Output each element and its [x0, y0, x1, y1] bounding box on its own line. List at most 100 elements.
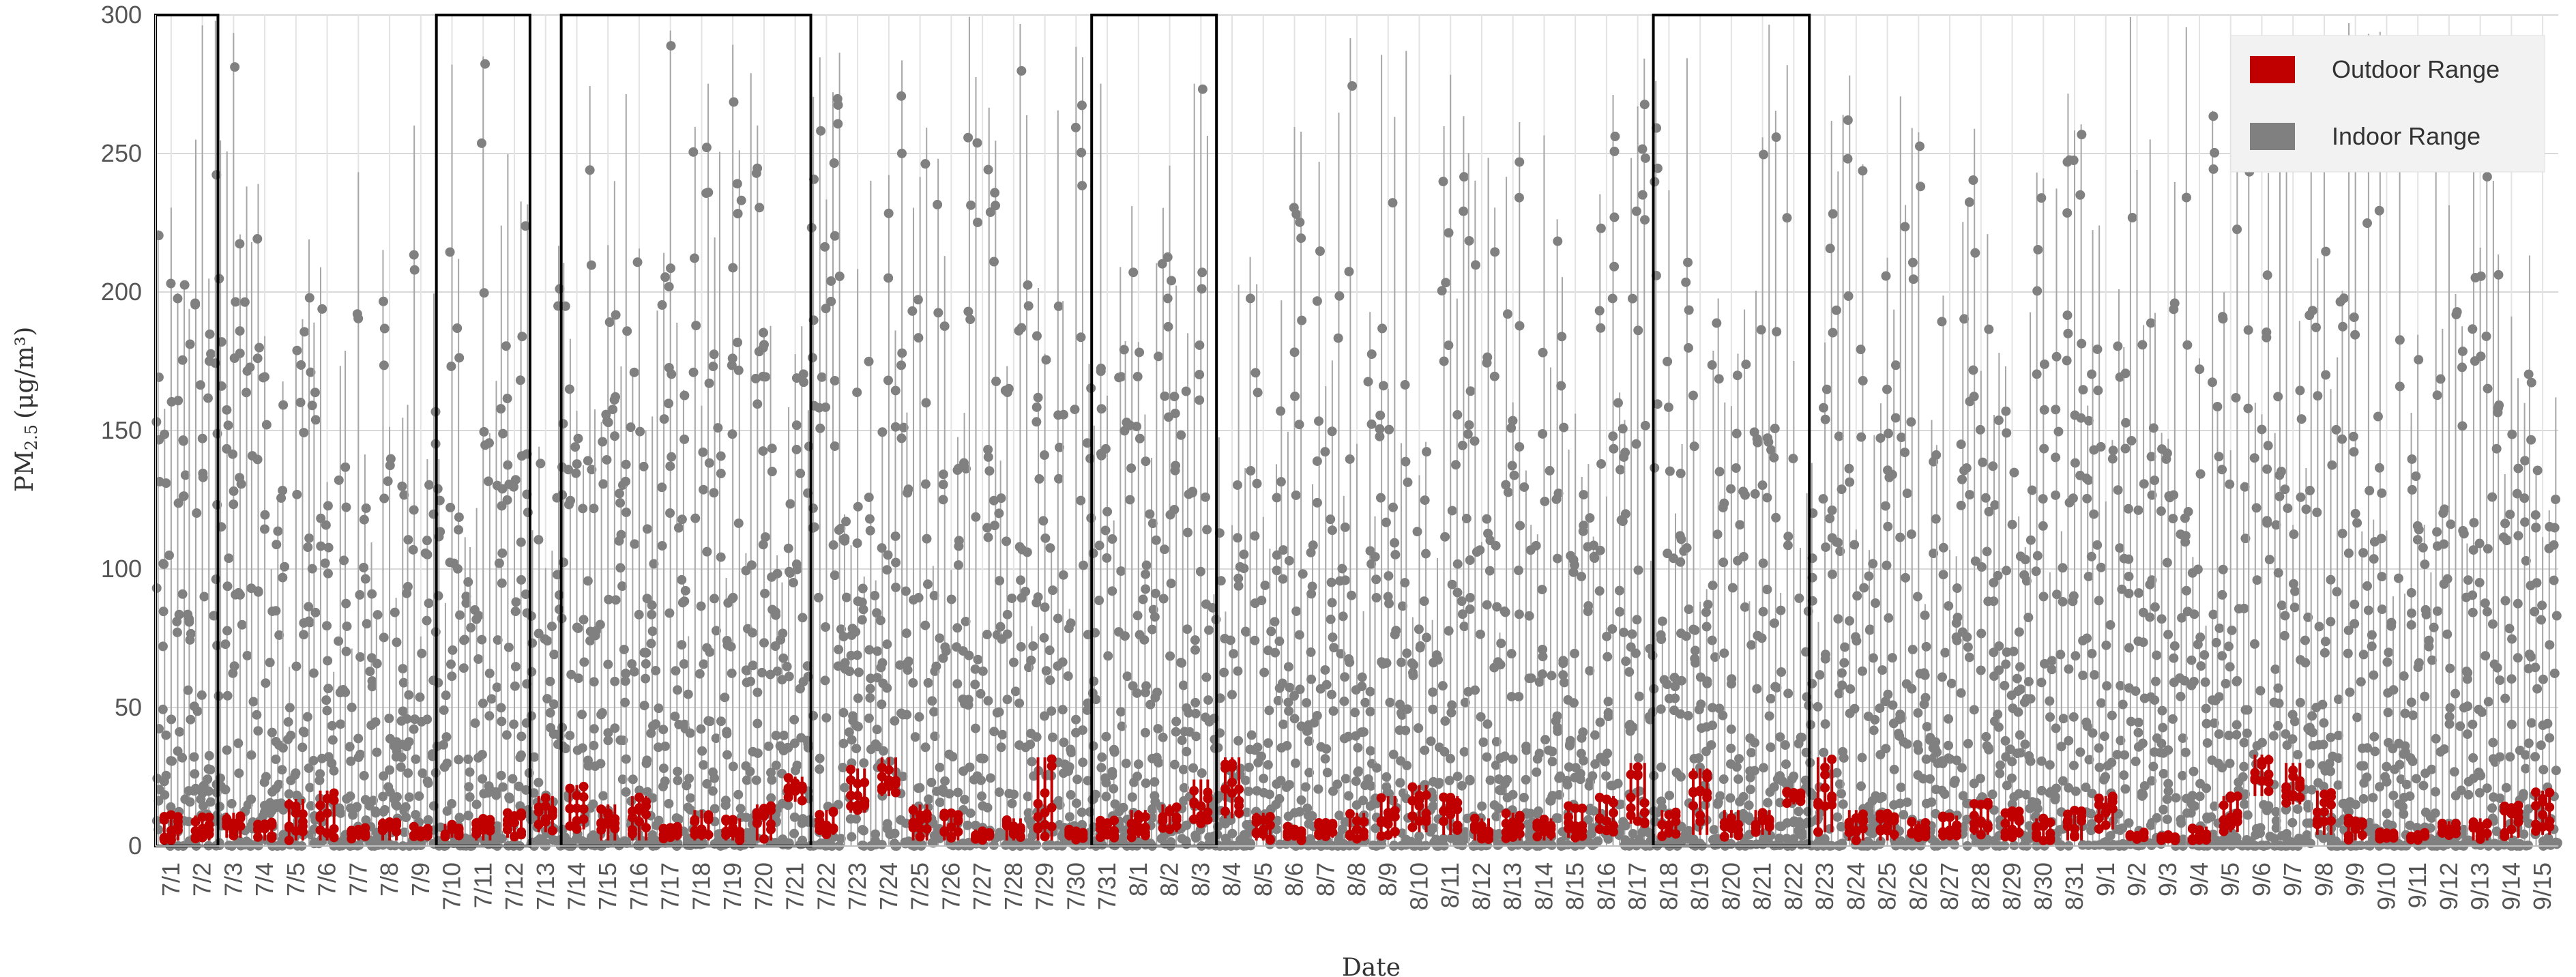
- indoor-point: [2169, 490, 2179, 500]
- indoor-point: [2133, 717, 2143, 727]
- indoor-point: [1345, 454, 1355, 464]
- indoor-point: [497, 548, 508, 558]
- indoor-point: [1039, 450, 1049, 461]
- indoor-point: [203, 764, 214, 774]
- indoor-point: [1613, 778, 1623, 789]
- indoor-point: [1499, 751, 1510, 761]
- indoor-point: [1190, 635, 1200, 645]
- indoor-point: [664, 398, 674, 409]
- indoor-point: [1132, 688, 1142, 698]
- indoor-point: [1975, 774, 1985, 784]
- indoor-point: [341, 646, 351, 656]
- indoor-point: [1836, 484, 1847, 495]
- indoor-point: [1182, 820, 1192, 830]
- indoor-point: [1353, 767, 1363, 777]
- indoor-point: [224, 553, 234, 564]
- indoor-point: [173, 498, 184, 508]
- indoor-point: [161, 730, 171, 740]
- indoor-point: [1587, 771, 1598, 781]
- indoor-point: [409, 505, 419, 515]
- indoor-point: [735, 804, 746, 814]
- indoor-point: [1163, 321, 1173, 332]
- indoor-point: [2264, 555, 2274, 565]
- indoor-point: [271, 754, 281, 764]
- indoor-point: [682, 781, 692, 791]
- indoor-point: [1382, 787, 1392, 798]
- indoor-point: [323, 684, 334, 694]
- indoor-point: [484, 438, 495, 448]
- indoor-point: [2051, 452, 2061, 463]
- indoor-point: [1681, 631, 1691, 641]
- indoor-point: [2002, 781, 2012, 791]
- indoor-point: [2382, 776, 2392, 787]
- indoor-point: [1907, 257, 1918, 267]
- indoor-point: [409, 265, 420, 275]
- indoor-point: [1750, 488, 1760, 499]
- indoor-point: [1421, 549, 1431, 559]
- indoor-point: [1328, 632, 1338, 643]
- indoor-day-group: [370, 250, 409, 851]
- indoor-point: [1138, 594, 1148, 604]
- indoor-point: [1553, 236, 1563, 246]
- indoor-point: [2242, 810, 2253, 820]
- indoor-point: [635, 426, 645, 437]
- indoor-point: [502, 495, 512, 505]
- indoor-point: [2193, 564, 2203, 574]
- indoor-point: [1195, 566, 1205, 577]
- indoor-point: [736, 195, 746, 205]
- indoor-point: [1836, 789, 1846, 799]
- indoor-point: [977, 791, 987, 802]
- indoor-point: [1341, 575, 1351, 585]
- indoor-point: [870, 829, 881, 839]
- indoor-point: [1738, 791, 1748, 802]
- indoor-point: [2096, 441, 2106, 452]
- indoor-point: [2461, 836, 2471, 847]
- indoor-point: [995, 576, 1005, 586]
- indoor-point: [1714, 467, 1725, 477]
- indoor-point: [1772, 327, 1782, 337]
- indoor-point: [447, 671, 457, 682]
- indoor-point: [765, 669, 776, 680]
- indoor-point: [620, 697, 630, 708]
- indoor-point: [1022, 547, 1032, 557]
- indoor-point: [235, 326, 245, 336]
- indoor-point: [679, 659, 689, 669]
- indoor-point: [727, 360, 737, 370]
- indoor-point: [491, 790, 501, 800]
- indoor-point: [751, 168, 761, 178]
- indoor-point: [1135, 433, 1145, 443]
- indoor-point: [230, 62, 240, 72]
- indoor-point: [359, 562, 369, 572]
- indoor-point: [203, 393, 213, 403]
- indoor-point: [385, 765, 395, 775]
- indoor-point: [2176, 691, 2186, 701]
- indoor-point: [1551, 494, 1562, 504]
- indoor-point: [2027, 485, 2037, 495]
- indoor-point: [826, 296, 836, 306]
- indoor-point: [2243, 403, 2253, 413]
- indoor-point: [1319, 840, 1330, 850]
- indoor-point: [2045, 696, 2055, 706]
- indoor-point: [709, 804, 720, 814]
- indoor-point: [902, 710, 912, 720]
- indoor-day-group: [1493, 122, 1533, 851]
- indoor-point: [411, 754, 421, 764]
- indoor-point: [323, 656, 333, 666]
- indoor-point: [1609, 146, 1620, 156]
- indoor-point: [1470, 685, 1480, 695]
- indoor-point: [177, 753, 188, 763]
- indoor-point: [2015, 662, 2025, 672]
- indoor-point: [1363, 774, 1373, 784]
- indoor-point: [2305, 839, 2315, 849]
- indoor-point: [2386, 621, 2397, 631]
- indoor-point: [1182, 624, 1192, 635]
- indoor-point: [665, 508, 675, 518]
- indoor-point: [1465, 386, 1476, 396]
- indoor-point: [1538, 428, 1548, 439]
- indoor-point: [1640, 153, 1650, 163]
- indoor-point: [1031, 331, 1042, 341]
- indoor-point: [1166, 837, 1176, 847]
- indoor-point: [498, 782, 508, 792]
- indoor-point: [985, 207, 995, 217]
- indoor-point: [2327, 460, 2337, 470]
